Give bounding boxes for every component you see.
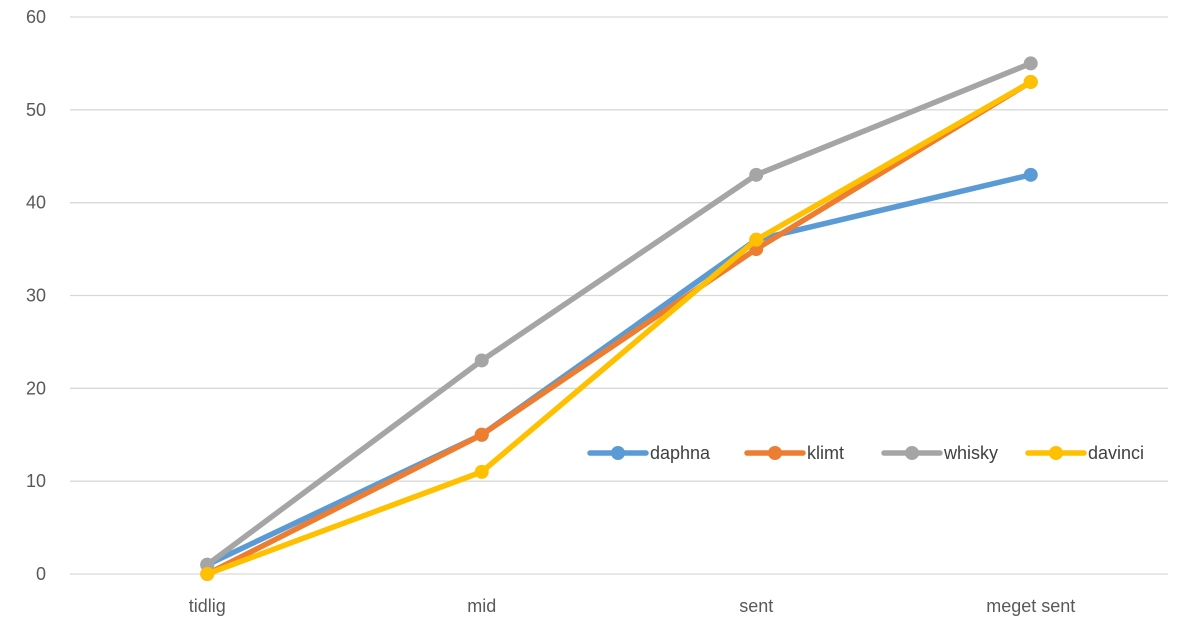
y-tick-label: 40 — [26, 193, 46, 213]
series-line-davinci — [204, 79, 1034, 577]
data-point-klimt — [474, 427, 489, 442]
y-tick-label: 50 — [26, 100, 46, 120]
series-group — [200, 56, 1038, 581]
x-tick-label: tidlig — [189, 596, 226, 616]
gridlines — [70, 16, 1168, 575]
legend-label-klimt: klimt — [807, 443, 844, 463]
x-axis: tidlig mid sent meget sent — [189, 596, 1076, 616]
legend-marker-whisky — [905, 446, 919, 460]
data-point-davinci — [749, 232, 764, 247]
y-tick-label: 60 — [26, 7, 46, 27]
series-line-whisky — [204, 60, 1034, 568]
y-tick-label: 20 — [26, 378, 46, 398]
x-tick-label: meget sent — [986, 596, 1075, 616]
series-line-klimt — [204, 79, 1034, 577]
data-point-whisky — [474, 353, 489, 368]
data-point-whisky — [749, 167, 764, 182]
legend-marker-klimt — [768, 446, 782, 460]
series-line-daphna — [204, 172, 1034, 568]
y-tick-label: 0 — [36, 564, 46, 584]
data-point-daphna — [1023, 167, 1038, 182]
data-point-davinci — [1023, 74, 1038, 89]
y-axis: 0 10 20 30 40 50 60 — [26, 7, 46, 584]
legend-label-davinci: davinci — [1088, 443, 1144, 463]
data-point-davinci — [474, 464, 489, 479]
x-tick-label: sent — [739, 596, 773, 616]
legend-label-daphna: daphna — [650, 443, 711, 463]
x-tick-label: mid — [467, 596, 496, 616]
legend-marker-daphna — [611, 446, 625, 460]
legend: daphna klimt whisky davinci — [587, 443, 1144, 463]
data-point-whisky — [1023, 56, 1038, 71]
data-point-davinci — [200, 567, 215, 581]
legend-label-whisky: whisky — [943, 443, 998, 463]
legend-marker-davinci — [1049, 446, 1063, 460]
y-tick-label: 30 — [26, 286, 46, 306]
y-tick-label: 10 — [26, 471, 46, 491]
